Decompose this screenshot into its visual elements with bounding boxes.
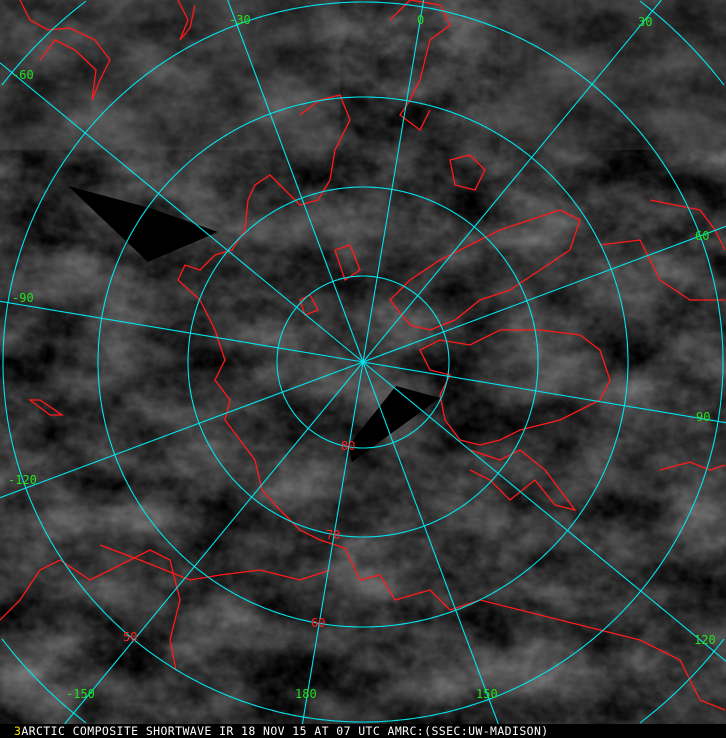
longitude-line (0, 62, 364, 363)
latitude-circle (2, 1, 724, 723)
longitude-label: 180 (295, 687, 317, 701)
longitude-label: -150 (66, 687, 95, 701)
longitude-line (362, 225, 726, 363)
longitude-label: -90 (12, 291, 34, 305)
latitude-circle (1, 0, 725, 724)
cloud-shade (500, 0, 726, 150)
longitude-line (362, 361, 726, 424)
longitude-line (362, 0, 425, 363)
missing-data-wedge (68, 186, 218, 262)
longitude-label: -120 (8, 473, 37, 487)
latitude-circle (97, 96, 629, 628)
longitude-label: 90 (696, 410, 711, 424)
longitude-label: 150 (476, 687, 498, 701)
missing-data-wedge (348, 386, 440, 462)
latitude-label: 80 (341, 439, 356, 453)
latitude-label: 60 (311, 616, 326, 630)
caption-text: ARCTIC COMPOSITE SHORTWAVE IR 18 NOV 15 … (21, 724, 549, 738)
longitude-line (301, 361, 364, 724)
longitude-line (362, 0, 662, 363)
frame-number: 3 (14, 724, 22, 738)
longitude-line (0, 361, 364, 499)
longitude-line (362, 361, 499, 724)
longitude-label: 120 (694, 633, 716, 647)
longitude-label: -30 (229, 13, 251, 27)
longitude-label: 60 (695, 229, 710, 243)
latitude-circle (187, 186, 539, 538)
longitude-label: 0 (417, 13, 425, 27)
latitude-label: 50 (123, 630, 138, 644)
latitude-label: 70 (326, 528, 341, 542)
latitude-circle (276, 275, 450, 449)
longitude-line (64, 361, 364, 724)
longitude-line (227, 0, 364, 363)
image-caption: 3ARCTIC COMPOSITE SHORTWAVE IR 18 NOV 15… (0, 724, 726, 738)
longitude-line (362, 361, 726, 662)
longitude-line (0, 300, 364, 363)
cloud-shade (0, 0, 340, 150)
longitude-label: -60 (12, 68, 34, 82)
longitude-label: 30 (638, 15, 653, 29)
